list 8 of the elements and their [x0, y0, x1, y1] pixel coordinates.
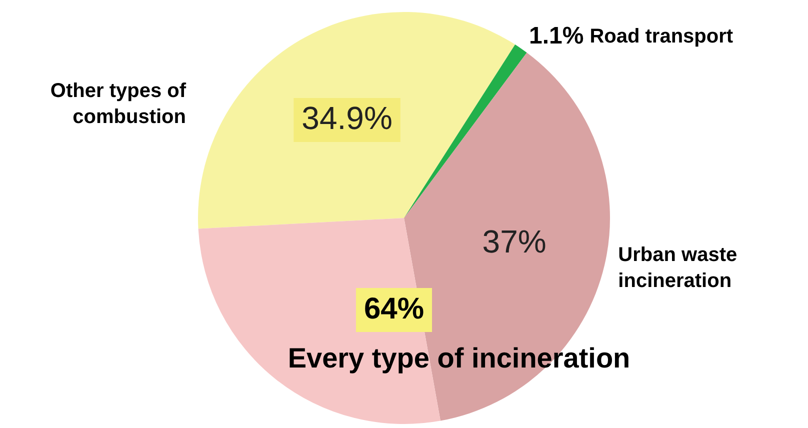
slice-label: Other types of combustion — [50, 80, 186, 128]
slice-label: Road transport — [590, 25, 734, 48]
slice-label: Urban waste incineration — [618, 244, 738, 292]
data-label: 1.1% — [528, 22, 584, 50]
text: 64% — [364, 292, 424, 326]
text: Every type of incineration — [288, 342, 630, 374]
data-label: 34.9% — [302, 100, 392, 136]
data-label: 37% — [482, 224, 546, 260]
